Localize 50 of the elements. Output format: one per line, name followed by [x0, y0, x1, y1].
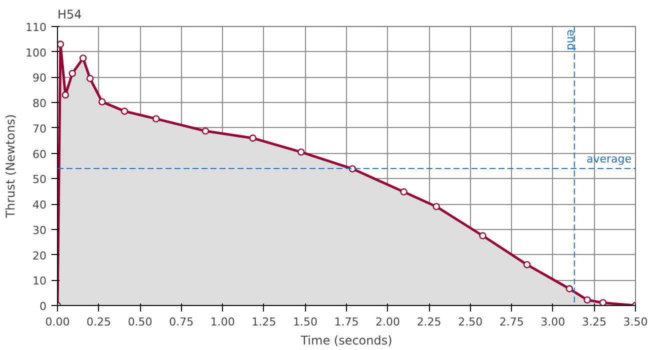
- x-tick-label: 1.00: [210, 316, 235, 328]
- y-tick-label: 10: [32, 274, 47, 288]
- x-tick-label: 3.50: [623, 316, 648, 328]
- y-tick-label: 0: [40, 300, 46, 313]
- x-tick-label: 2.75: [499, 316, 524, 328]
- point: [523, 261, 531, 268]
- x-tick-label: 0.50: [128, 316, 152, 328]
- x-tick-label: 1.25: [252, 316, 276, 328]
- x-tick-label: 2.50: [458, 316, 483, 328]
- point: [58, 40, 64, 48]
- ref-line-label: end: [564, 30, 578, 50]
- x-tick-label: 0.75: [169, 316, 194, 328]
- point: [62, 91, 70, 99]
- point: [152, 115, 160, 122]
- x-tick-label: 0.00: [45, 316, 70, 328]
- point: [86, 74, 94, 82]
- y-axis-title: Thrust (Newtons): [4, 114, 18, 219]
- point: [202, 127, 210, 135]
- point: [400, 188, 408, 196]
- point: [432, 202, 440, 210]
- point: [599, 299, 607, 306]
- x-tick-label: 1.50: [292, 316, 318, 328]
- x-axis-title: Time (seconds): [300, 334, 392, 348]
- point: [297, 148, 305, 156]
- chart-title: H54: [58, 8, 82, 22]
- y-tick-label: 110: [26, 21, 47, 34]
- x-tick-label: 3.00: [540, 316, 566, 328]
- point: [68, 70, 76, 78]
- x-tick-label: 1.75: [334, 316, 359, 328]
- point: [566, 285, 574, 292]
- point: [584, 296, 591, 304]
- x-tick-label: 2.25: [416, 316, 442, 328]
- y-tick-label: 60: [32, 148, 47, 161]
- point: [120, 108, 128, 115]
- y-tick-label: 90: [32, 72, 47, 85]
- x-tick-label: 2.00: [376, 316, 400, 328]
- y-tick-label: 20: [32, 249, 47, 262]
- point: [249, 134, 256, 142]
- x-tick-label: 3.25: [582, 316, 606, 328]
- y-tick-label: 100: [26, 46, 47, 60]
- point: [98, 98, 106, 106]
- y-tick-label: 40: [32, 198, 47, 212]
- y-tick-label: 50: [32, 173, 47, 186]
- y-tick-label: 30: [32, 224, 47, 237]
- point: [79, 54, 87, 62]
- ref-line-label: average: [586, 152, 632, 166]
- point: [479, 232, 486, 240]
- y-tick-label: 80: [32, 97, 47, 110]
- y-tick-label: 70: [32, 122, 47, 136]
- x-tick-label: 0.25: [86, 316, 112, 328]
